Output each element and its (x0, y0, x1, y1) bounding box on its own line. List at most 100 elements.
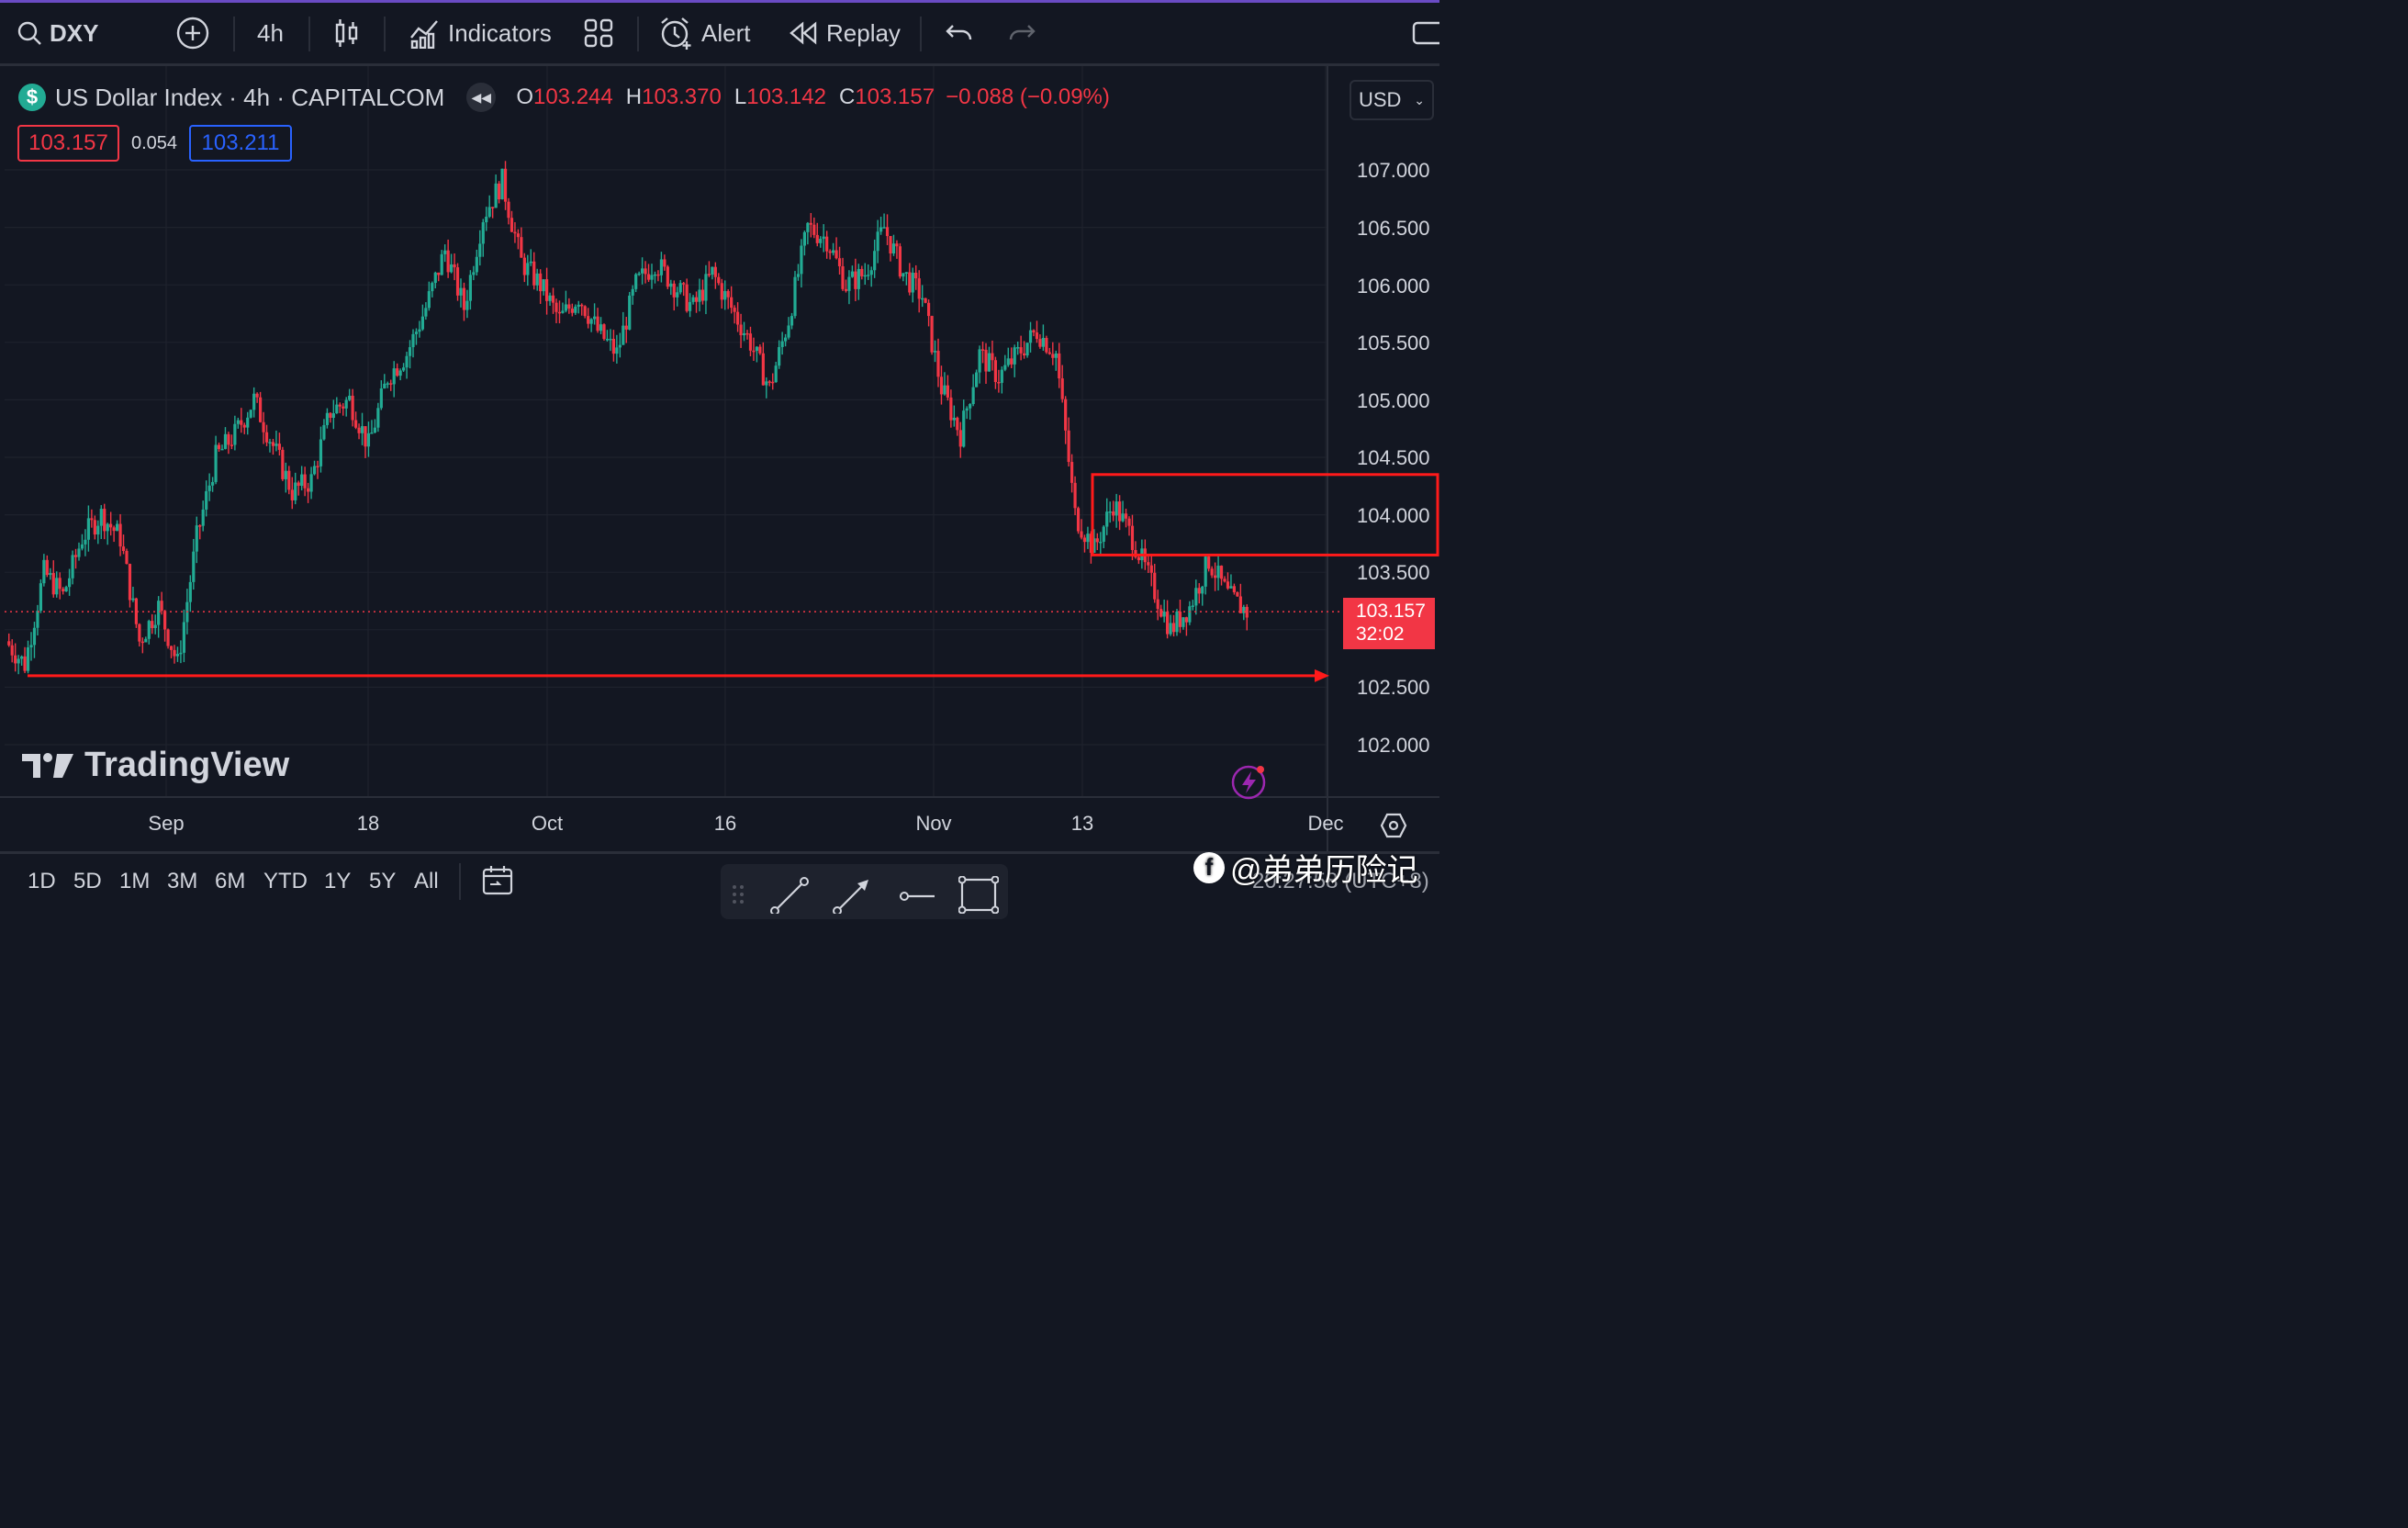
horizontal-line-icon[interactable] (896, 882, 938, 909)
candle-body (723, 290, 727, 300)
candle-body (739, 324, 743, 336)
candle-body (711, 266, 714, 275)
interval-button[interactable]: 4h (257, 13, 284, 53)
candle-body (863, 275, 867, 277)
range-1d[interactable]: 1D (28, 869, 56, 893)
candle-body (939, 376, 944, 395)
candle-body (1134, 549, 1137, 557)
symbol-search[interactable]: DXY (17, 13, 98, 53)
drag-handle-icon[interactable] (730, 882, 748, 909)
undo-button[interactable] (946, 13, 973, 53)
x-tick: 18 (356, 812, 380, 835)
candle-body (398, 370, 402, 376)
price-chart[interactable] (0, 66, 1439, 851)
arrow-tool-icon[interactable] (832, 876, 874, 914)
range-1m[interactable]: 1M (119, 869, 151, 893)
range-6m[interactable]: 6M (215, 869, 246, 893)
candle-body (357, 427, 361, 433)
currency-select[interactable]: USD ⌄ (1350, 80, 1434, 120)
goto-date-icon[interactable] (481, 864, 514, 897)
candle-body (1153, 572, 1157, 600)
candle-body (64, 587, 68, 592)
candle-body (503, 168, 508, 202)
indicators-button[interactable]: Indicators (409, 13, 552, 53)
candle-body (656, 274, 660, 276)
chart-pane[interactable] (0, 66, 1439, 851)
candle-body (819, 239, 823, 243)
candle-body (1095, 538, 1099, 543)
trend-line-icon[interactable] (769, 876, 812, 914)
candle-body (1201, 586, 1204, 594)
candle-body (236, 420, 240, 424)
candle-body (644, 268, 647, 275)
candle-body (949, 397, 953, 421)
replay-button[interactable]: Replay (790, 13, 901, 53)
candle-body (1194, 588, 1198, 606)
candle-body (1070, 462, 1074, 483)
candle-body (1086, 534, 1090, 543)
buy-price-button[interactable]: 103.211 (189, 125, 292, 162)
candle-body (787, 325, 790, 338)
sell-price-button[interactable]: 103.157 (17, 125, 119, 162)
candle-body (653, 274, 657, 276)
range-3m[interactable]: 3M (167, 869, 198, 893)
candle-body (669, 283, 673, 287)
candle-body (980, 349, 985, 351)
candle-body (494, 183, 498, 208)
candle-body (240, 420, 243, 425)
layout-button[interactable] (584, 13, 613, 53)
settings-icon[interactable] (1380, 812, 1407, 839)
ohlc-close-value: 103.157 (855, 84, 935, 109)
candle-body (440, 253, 443, 275)
candle-body (312, 466, 317, 475)
candle-body (437, 272, 441, 275)
candle-body (936, 351, 940, 377)
range-5y[interactable]: 5Y (369, 869, 397, 893)
ohlc-open-value: 103.244 (532, 84, 613, 109)
range-5d[interactable]: 5D (73, 869, 102, 893)
candle-body (1080, 531, 1083, 538)
alert-button[interactable]: Alert (659, 13, 750, 53)
lightning-icon[interactable] (1230, 762, 1269, 801)
candle-body (1019, 347, 1023, 354)
redo-button[interactable] (1008, 13, 1036, 53)
candle-body (1147, 562, 1150, 566)
candle-body (971, 387, 975, 405)
candle-body (23, 656, 27, 671)
candle-body (1162, 612, 1166, 617)
candle-body (297, 482, 300, 487)
candle-body (802, 231, 806, 246)
candle-body (618, 344, 622, 348)
candle-body (1171, 623, 1176, 633)
candle-body (778, 346, 781, 366)
candle-body (570, 309, 574, 313)
fullscreen-button[interactable] (1412, 13, 1439, 53)
candle-body (274, 444, 278, 446)
range-all[interactable]: All (414, 869, 439, 893)
y-tick: 106.500 (1357, 217, 1430, 240)
candle-body (491, 207, 495, 208)
rectangle-tool-icon[interactable] (958, 876, 999, 914)
candle-body (1159, 609, 1163, 617)
candle-body (567, 304, 571, 309)
candle-body (704, 274, 708, 301)
candle-body (921, 298, 924, 300)
candle-body (742, 332, 746, 336)
candle-body (73, 555, 78, 557)
legend-title[interactable]: US Dollar Index · 4h · CAPITALCOM (55, 83, 445, 111)
symbol-label: DXY (50, 18, 99, 47)
candle-body (615, 347, 619, 354)
candle-body (96, 525, 100, 535)
range-ytd[interactable]: YTD (263, 869, 308, 893)
range-1y[interactable]: 1Y (324, 869, 352, 893)
compare-button[interactable] (176, 13, 209, 53)
collapse-legend-icon[interactable]: ◀◀ (466, 83, 497, 112)
candle-body (125, 551, 129, 565)
x-tick: 16 (713, 812, 737, 835)
candle-body (1149, 565, 1153, 573)
candle-body (526, 263, 530, 275)
chart-type-button[interactable] (334, 13, 360, 53)
candle-body (952, 417, 956, 421)
candle-body (946, 385, 949, 398)
candle-body (408, 347, 412, 356)
